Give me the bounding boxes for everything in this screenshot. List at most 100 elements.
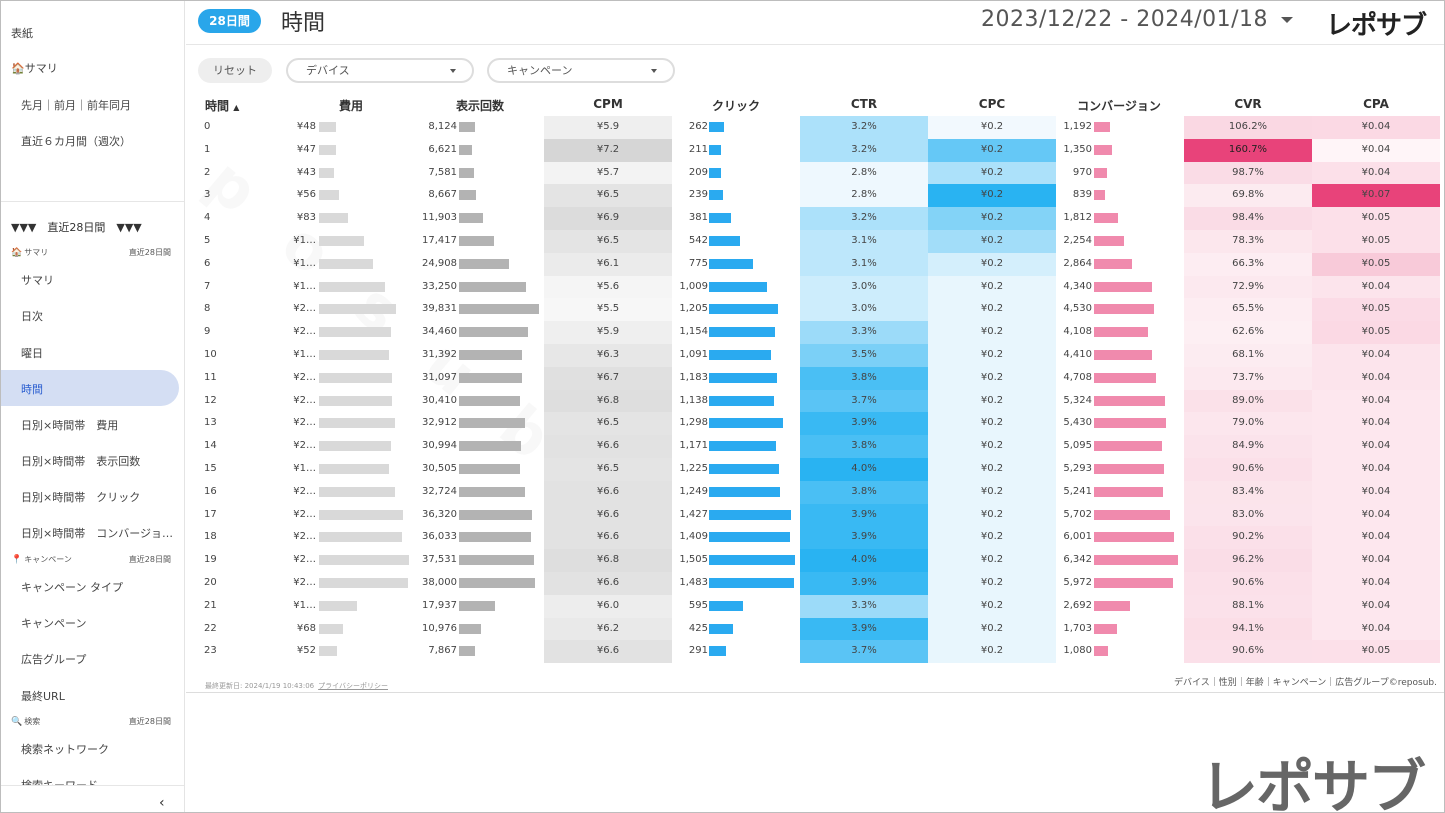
bar-impressions (459, 304, 539, 315)
sidebar-item-hourly[interactable]: 時間 (21, 383, 43, 396)
table-row[interactable]: 19 ¥2… 37,531 ¥6.8 1,505 4.0% ¥0.2 6,342 96.2% ¥0… (186, 549, 1444, 572)
table-row[interactable]: 9 ¥2… 34,460 ¥5.9 1,154 3.3% ¥0.2 4,108 62.6% ¥0.… (186, 321, 1444, 344)
cell-cvr: 78.3% (1184, 230, 1312, 253)
table-row[interactable]: 3 ¥56 8,667 ¥6.5 239 2.8% ¥0.2 839 69.8% ¥0.07 (186, 184, 1444, 208)
table-row[interactable]: 17 ¥2… 36,320 ¥6.6 1,427 3.9% ¥0.2 5,702 83.0% ¥0… (186, 503, 1444, 527)
bar-impressions (459, 509, 532, 520)
cell-cpc: ¥0.2 (928, 480, 1056, 504)
sidebar-item-campaign-type[interactable]: キャンペーン タイプ (21, 581, 123, 594)
table-row[interactable]: 23 ¥52 7,867 ¥6.6 291 3.7% ¥0.2 1,080 90.6% ¥0.05 (186, 640, 1444, 664)
cell-cpc: ¥0.2 (928, 321, 1056, 344)
column-header-ctr[interactable]: CTR (850, 97, 878, 111)
column-header-cpc[interactable]: CPC (978, 97, 1006, 111)
bar-impressions (459, 600, 495, 611)
cell-clicks: 291 (688, 645, 708, 657)
search-icon: 🔍 (11, 717, 23, 727)
table-row[interactable]: 1 ¥47 6,621 ¥7.2 211 3.2% ¥0.2 1,350 160.7% ¥0.04 (186, 138, 1444, 162)
table-row[interactable]: 5 ¥1… 17,417 ¥6.5 542 3.1% ¥0.2 2,254 78.3% ¥0.05 (186, 230, 1444, 253)
chevron-down-icon[interactable] (1281, 17, 1293, 23)
sidebar-item-six-months[interactable]: 直近６カ月間（週次） (21, 135, 131, 148)
column-header-cvr[interactable]: CVR (1234, 97, 1262, 111)
cell-cost: ¥1… (293, 280, 316, 292)
date-range-picker[interactable]: 2023/12/22 - 2024/01/18 (981, 7, 1269, 32)
cell-ctr: 3.9% (800, 617, 928, 641)
table-row[interactable]: 10 ¥1… 31,392 ¥6.3 1,091 3.5% ¥0.2 4,410 68.1% ¥0… (186, 344, 1444, 367)
table-row[interactable]: 14 ¥2… 30,994 ¥6.6 1,171 3.8% ¥0.2 5,095 84.9% ¥0… (186, 435, 1444, 458)
sidebar-item-summary-top[interactable]: 🏠サマリ (11, 60, 184, 76)
bar-clicks (709, 122, 724, 132)
column-header-cpa[interactable]: CPA (1363, 97, 1389, 111)
table-row[interactable]: 8 ¥2… 39,831 ¥5.5 1,205 3.0% ¥0.2 4,530 65.5% ¥0.… (186, 298, 1444, 322)
privacy-policy-link[interactable]: プライバシーポリシー (318, 682, 389, 690)
cell-hour: 23 (204, 645, 217, 657)
cell-impressions: 34,460 (422, 326, 457, 338)
column-header-impressions[interactable]: 表示回数 (455, 99, 504, 113)
cell-clicks: 595 (688, 599, 708, 611)
cell-cpa: ¥0.04 (1312, 412, 1440, 436)
bar-clicks (709, 646, 726, 657)
cell-impressions: 11,903 (422, 212, 457, 224)
cell-clicks: 1,483 (679, 577, 708, 588)
cell-conversions: 5,095 (1063, 440, 1092, 452)
cell-ctr: 3.1% (800, 230, 928, 253)
sidebar-item-summary[interactable]: サマリ (21, 274, 54, 287)
sidebar-item-search-keywords[interactable]: 検索キーワード (21, 777, 184, 785)
cell-cpc: ¥0.2 (928, 549, 1056, 572)
cell-cost: ¥52 (296, 645, 316, 657)
column-header-hour[interactable]: 時間 ▲ (205, 97, 239, 114)
cell-cvr: 62.6% (1184, 321, 1312, 344)
cell-impressions: 36,320 (422, 508, 457, 520)
sidebar-item-search-network[interactable]: 検索ネットワーク (21, 743, 109, 756)
table-row[interactable]: 0 ¥48 8,124 ¥5.9 262 3.2% ¥0.2 1,192 106.2% ¥0.04 (186, 116, 1444, 139)
table-row[interactable]: 12 ¥2… 30,410 ¥6.8 1,138 3.7% ¥0.2 5,324 89.0% ¥0… (186, 389, 1444, 413)
column-header-clicks[interactable]: クリック (711, 99, 760, 113)
sidebar-item-ad-group[interactable]: 広告グループ (21, 653, 87, 666)
table-row[interactable]: 22 ¥68 10,976 ¥6.2 425 3.9% ¥0.2 1,703 94.1% ¥0.0… (186, 617, 1444, 641)
reset-button[interactable]: リセット (198, 58, 272, 83)
table-row[interactable]: 2 ¥43 7,581 ¥5.7 209 2.8% ¥0.2 970 98.7% ¥0.04 (186, 161, 1444, 185)
table-row[interactable]: 15 ¥1… 30,505 ¥6.5 1,225 4.0% ¥0.2 5,293 90.6% ¥0… (186, 458, 1444, 481)
cell-hour: 12 (204, 394, 217, 406)
sidebar-item-final-url[interactable]: 最終URL (21, 690, 65, 703)
sidebar-item-monthly-compare[interactable]: 先月｜前月｜前年同月 (21, 99, 131, 112)
footer-dimensions: デバイス｜性別｜年齢｜キャンペーン｜広告グループ©reposub. (1174, 678, 1437, 688)
table-row[interactable]: 6 ¥1… 24,908 ¥6.1 775 3.1% ¥0.2 2,864 66.3% ¥0.05 (186, 252, 1444, 276)
column-header-conversions[interactable]: コンバージョン (1077, 99, 1161, 113)
cell-conversions: 1,192 (1063, 121, 1092, 132)
bar-clicks (709, 418, 784, 429)
cell-impressions: 30,994 (422, 440, 457, 452)
bar-cost (319, 623, 343, 634)
chevron-left-icon[interactable]: ‹ (159, 795, 165, 811)
bar-cost (319, 486, 395, 497)
table-row[interactable]: 20 ¥2… 38,000 ¥6.6 1,483 3.9% ¥0.2 5,972 90.6% ¥0… (186, 572, 1444, 595)
cell-conversions: 6,001 (1063, 531, 1092, 543)
period-badge[interactable]: 28日間 (198, 9, 261, 33)
cell-cpa: ¥0.05 (1312, 252, 1440, 276)
sidebar-item-day-hour-cost[interactable]: 日別×時間帯 費用 (21, 419, 119, 432)
column-header-cost[interactable]: 費用 (338, 99, 363, 113)
table-row[interactable]: 11 ¥2… 31,097 ¥6.7 1,183 3.8% ¥0.2 4,708 73.7% ¥0… (186, 366, 1444, 390)
sidebar-item-campaign[interactable]: キャンペーン (21, 617, 87, 630)
table-row[interactable]: 18 ¥2… 36,033 ¥6.6 1,409 3.9% ¥0.2 6,001 90.2% ¥0… (186, 526, 1444, 550)
cell-cpm: ¥5.9 (544, 321, 672, 344)
cell-cpa: ¥0.04 (1312, 389, 1440, 413)
table-row[interactable]: 21 ¥1… 17,937 ¥6.0 595 3.3% ¥0.2 2,692 88.1% ¥0.0… (186, 594, 1444, 618)
sidebar-item-weekday[interactable]: 曜日 (21, 347, 43, 360)
sidebar-item-day-hour-impressions[interactable]: 日別×時間帯 表示回数 (21, 455, 141, 468)
sidebar-item-cover[interactable]: 表紙 (11, 27, 33, 40)
table-row[interactable]: 13 ¥2… 32,912 ¥6.5 1,298 3.9% ¥0.2 5,430 79.0% ¥0… (186, 412, 1444, 436)
cell-clicks: 425 (688, 622, 708, 634)
sidebar-item-daily[interactable]: 日次 (21, 310, 43, 323)
bar-conversions (1094, 327, 1149, 338)
cell-clicks: 239 (688, 189, 708, 201)
cell-ctr: 3.7% (800, 640, 928, 664)
sidebar-item-day-hour-conversions[interactable]: 日別×時間帯 コンバージョ… (21, 527, 173, 540)
table-row[interactable]: 7 ¥1… 33,250 ¥5.6 1,009 3.0% ¥0.2 4,340 72.9% ¥0.… (186, 275, 1444, 299)
cell-clicks: 1,171 (679, 440, 708, 452)
sidebar-item-day-hour-clicks[interactable]: 日別×時間帯 クリック (21, 491, 141, 504)
device-filter[interactable]: デバイス (286, 58, 474, 83)
table-row[interactable]: 16 ¥2… 32,724 ¥6.6 1,249 3.8% ¥0.2 5,241 83.4% ¥0… (186, 480, 1444, 504)
campaign-filter[interactable]: キャンペーン (487, 58, 675, 83)
column-header-cpm[interactable]: CPM (593, 97, 623, 111)
table-row[interactable]: 4 ¥83 11,903 ¥6.9 381 3.2% ¥0.2 1,812 98.4% ¥0.05 (186, 207, 1444, 230)
